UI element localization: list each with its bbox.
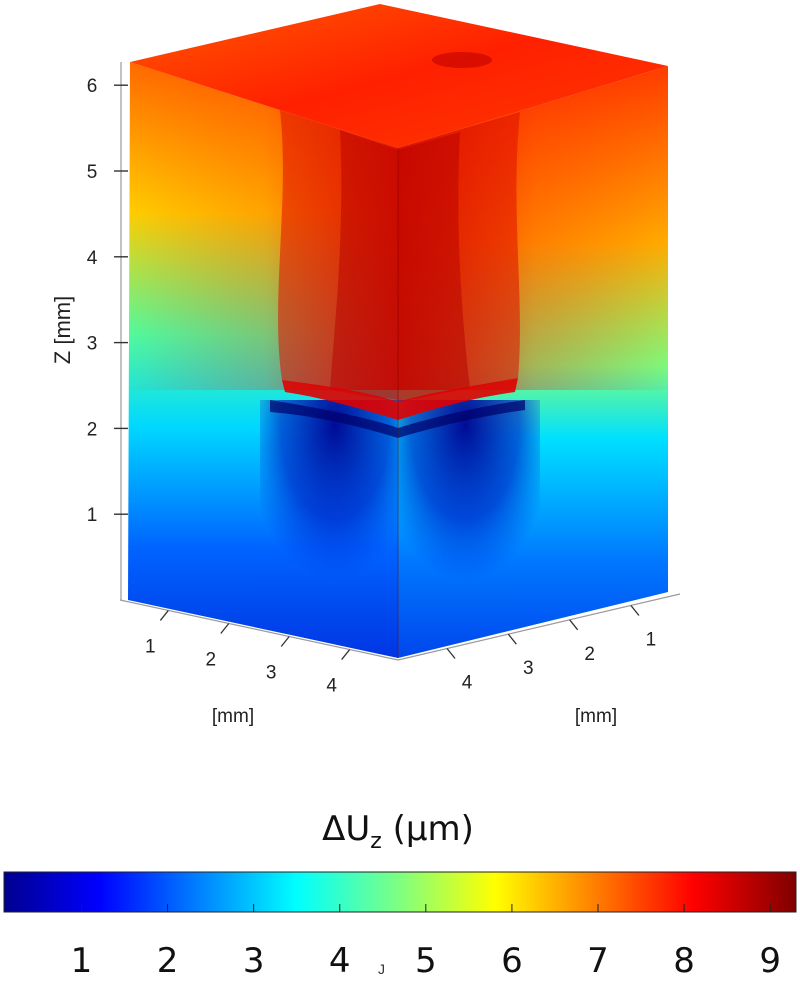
colorbar-title-unit: (µm) [393, 809, 474, 849]
right-tick-1 [630, 605, 640, 616]
right-tick-label-1: 1 [646, 629, 657, 650]
right-tick-4 [446, 648, 456, 659]
left-tick-label-4: 4 [326, 676, 337, 697]
right-tick-2 [569, 619, 579, 631]
z-axis: 1 2 3 4 5 6 [87, 62, 128, 600]
colorbar-tick-label-8: 8 [673, 941, 695, 981]
left-tick-4 [341, 649, 351, 660]
z-tick-label-5: 5 [87, 162, 98, 183]
right-tick-label-4: 4 [462, 673, 473, 694]
top-face [130, 4, 668, 148]
right-tick-label-3: 3 [523, 658, 534, 679]
colorbar [3, 871, 797, 913]
left-base-ticks: 1 2 3 4 [145, 610, 351, 697]
colorbar-tick-label-2: 2 [157, 941, 179, 981]
left-tick-label-3: 3 [266, 663, 277, 684]
z-tick-label-6: 6 [87, 76, 98, 97]
left-tick-label-2: 2 [205, 649, 216, 670]
left-tick-1 [159, 610, 169, 621]
colorbar-stray-mark: J [378, 961, 385, 977]
right-tick-3 [507, 633, 517, 645]
colorbar-title-subscript: z [370, 829, 382, 854]
z-tick-label-2: 2 [87, 419, 98, 440]
right-face [398, 66, 668, 658]
colorbar-tick-label-1: 1 [71, 941, 93, 981]
right-tick-label-2: 2 [584, 644, 595, 665]
box-3d [128, 4, 668, 658]
colorbar-tick-label-3: 3 [243, 941, 265, 981]
z-axis-label: Z [mm] [50, 296, 75, 364]
left-axis-unit-label: [mm] [212, 706, 254, 727]
colorbar-tick-label-6: 6 [501, 941, 523, 981]
colorbar-tick-label-5: 5 [415, 941, 437, 981]
colorbar-ticks: 1 2 3 4 5 6 7 8 9 [71, 904, 781, 981]
left-tick-3 [280, 636, 290, 647]
right-axis-unit-label: [mm] [575, 706, 617, 727]
colorbar-tick-label-9: 9 [759, 941, 781, 981]
z-tick-label-3: 3 [87, 334, 98, 355]
colorbar-title-symbol: ΔU [322, 809, 370, 849]
transition-band [282, 378, 518, 420]
right-base-ticks: 1 2 3 4 [446, 605, 657, 694]
colorbar-tick-label-7: 7 [587, 941, 609, 981]
left-tick-label-1: 1 [145, 636, 156, 657]
colorbar-tick-label-4: 4 [329, 941, 351, 981]
base-axes [119, 593, 681, 661]
left-tick-2 [220, 623, 230, 634]
colorbar-title: ΔUz (µm) [322, 809, 474, 854]
left-face [128, 62, 398, 658]
z-tick-label-1: 1 [87, 505, 98, 526]
z-tick-label-4: 4 [87, 248, 98, 269]
